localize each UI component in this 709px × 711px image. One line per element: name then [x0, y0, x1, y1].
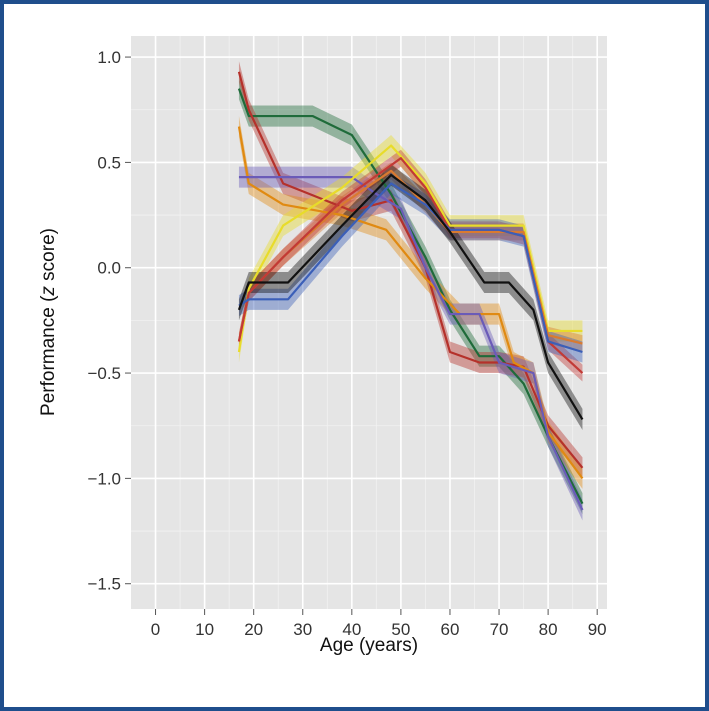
series-line	[238, 176, 584, 511]
y-tick-label: 0.0	[97, 259, 121, 278]
y-tick-label: −0.5	[87, 364, 121, 383]
x-tick-label: 70	[490, 620, 509, 639]
figure-frame: 1.0 0.5 0.0 −0.5 −1.0 −1.5 0 10 20 30 40 50 60 70 80 9…	[4, 4, 705, 707]
series-line	[237, 71, 584, 469]
series-band	[238, 135, 583, 363]
x-tick-label: 10	[195, 620, 214, 639]
x-axis-label: Age (years)	[320, 635, 418, 656]
grid-lines	[131, 36, 607, 609]
x-axis: 0 10 20 30 40 50 60 70 80 90	[151, 609, 607, 639]
y-axis: 1.0 0.5 0.0 −0.5 −1.0 −1.5	[87, 48, 131, 594]
y-axis-label-suffix: score)	[38, 228, 59, 286]
series-lines	[237, 71, 584, 511]
y-tick-label: −1.5	[87, 575, 121, 594]
plot-background	[131, 36, 607, 609]
series-line	[237, 173, 584, 420]
series-band	[238, 78, 583, 515]
x-tick-label: 40	[342, 620, 361, 639]
series-line	[237, 144, 583, 353]
y-tick-label: 1.0	[97, 48, 121, 67]
x-tick-label: 80	[539, 620, 558, 639]
x-tick-label: 50	[391, 620, 410, 639]
series-band	[238, 116, 583, 489]
x-tick-label: 20	[244, 620, 263, 639]
series-band	[238, 172, 583, 363]
x-tick-label: 90	[588, 620, 607, 639]
line-chart: 1.0 0.5 0.0 −0.5 −1.0 −1.5 0 10 20 30 40 50 60 70 80 9…	[38, 36, 607, 656]
y-tick-label: 0.5	[97, 153, 121, 172]
x-tick-label: 60	[441, 620, 460, 639]
series-line	[237, 88, 584, 505]
y-axis-label-italic: z	[38, 286, 59, 297]
y-axis-label-prefix: Performance (	[38, 295, 59, 416]
series-band	[238, 164, 583, 430]
x-tick-label: 30	[293, 620, 312, 639]
y-axis-label: Performance (z score)	[38, 228, 59, 416]
x-tick-label: 0	[151, 620, 160, 639]
y-tick-label: −1.0	[87, 469, 121, 488]
